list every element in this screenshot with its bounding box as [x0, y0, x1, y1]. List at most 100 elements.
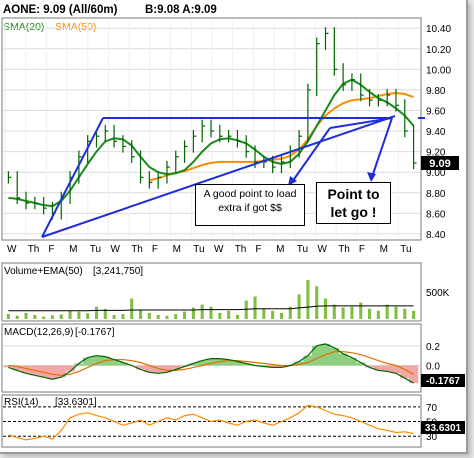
volume-panel: [1, 262, 422, 322]
price-y-tick: 9.40: [426, 127, 446, 138]
volume-bar: [350, 306, 354, 319]
annotation-let-go: Point to let go !: [316, 182, 391, 224]
volume-bar: [209, 306, 213, 319]
macd-layer: [3, 343, 420, 384]
bid-ask-readout: B:9.08 A:9.09: [145, 4, 217, 16]
x-tick-label: W: [318, 244, 328, 255]
volume-bar: [59, 314, 63, 319]
arrow-head-load: [288, 176, 297, 186]
chart-window: AONE: 9.09 (All/60m) B:9.08 A:9.09 SMA(2…: [0, 0, 468, 454]
macd-histogram-bar: [329, 347, 339, 366]
volume-bar: [297, 294, 301, 319]
volume-bar: [183, 311, 187, 319]
macd-histogram-bar: [171, 365, 181, 370]
volume-bar: [138, 309, 143, 319]
price-y-tick: 9.20: [426, 148, 446, 159]
macd-histogram-bar: [153, 365, 163, 374]
macd-histogram-bar: [294, 361, 304, 366]
rsi-last-value: 33.6301: [425, 423, 462, 434]
arrow-to-let-go: [371, 117, 393, 178]
volume-bar: [218, 312, 222, 319]
volume-bar: [156, 314, 160, 319]
volume-bar: [165, 315, 169, 319]
rsi-y-tick: 30: [426, 432, 438, 443]
volume-bar: [42, 316, 46, 319]
price-series-layer: [7, 27, 417, 220]
volume-bar: [235, 314, 239, 319]
chart-title: AONE: 9.09 (All/60m): [3, 4, 118, 16]
volume-bar: [200, 304, 204, 319]
macd-histogram-bar: [364, 365, 375, 368]
x-tick-label: Tu: [297, 244, 308, 255]
volume-bar: [341, 307, 345, 319]
macd-histogram-bar: [197, 360, 207, 366]
x-tick-label: Tu: [193, 244, 204, 255]
macd-histogram-bar: [206, 358, 216, 366]
volume-bar: [227, 310, 231, 319]
price-y-tick: 10.00: [426, 65, 451, 76]
x-tick-label: W: [111, 244, 121, 255]
legend-sma50: SMA(50): [55, 21, 96, 33]
price-y-tick: 9.00: [426, 168, 446, 179]
macd-histogram-bar: [144, 365, 154, 373]
volume-bar: [174, 314, 178, 319]
volume-bar: [262, 308, 266, 319]
price-y-tick: 9.60: [426, 106, 446, 117]
macd-value: [-0.1767]: [75, 327, 115, 338]
macd-histogram-bar: [135, 365, 146, 370]
macd-histogram-bar: [347, 357, 357, 366]
macd-histogram-bar: [356, 362, 366, 366]
volume-bar: [50, 315, 54, 319]
upper-connector-line: [329, 117, 393, 129]
price-y-tick: 8.60: [426, 209, 446, 220]
volume-bar: [376, 310, 380, 319]
legend-sma20: SMA(20): [3, 21, 44, 33]
x-tick-label: F: [255, 244, 261, 255]
volume-bar: [77, 311, 81, 319]
macd-histogram-bar: [91, 355, 102, 366]
volume-bar: [94, 306, 99, 319]
price-y-tick: 8.80: [426, 189, 446, 200]
x-tick-label: M: [173, 244, 181, 255]
rsi-value: [33.6301]: [55, 397, 97, 408]
macd-histogram-bar: [391, 365, 401, 374]
annotation-load-extra: A good point to load extra if got $$: [195, 184, 305, 226]
volume-bar: [332, 304, 336, 319]
volume-value: [3,241,750]: [93, 266, 143, 277]
x-tick-label: M: [276, 244, 284, 255]
macd-histogram-bar: [268, 365, 278, 368]
macd-histogram-bar: [83, 357, 93, 366]
stock-chart: AONE: 9.09 (All/60m) B:9.08 A:9.09 SMA(2…: [1, 4, 465, 448]
volume-bar: [279, 312, 284, 319]
volume-bar: [24, 312, 28, 319]
x-tick-label: W: [214, 244, 224, 255]
macd-histogram-bar: [276, 365, 287, 368]
volume-bar: [103, 308, 107, 319]
volume-bar: [121, 314, 125, 319]
macd-histogram-bar: [241, 363, 251, 366]
rsi-layer: [3, 404, 420, 441]
x-tick-label: M: [69, 244, 77, 255]
volume-bar: [306, 280, 310, 319]
volume-bar: [403, 308, 407, 319]
macd-histogram-bar: [47, 365, 58, 380]
last-price-tag: [421, 156, 459, 170]
x-tick-label: Th: [131, 244, 143, 255]
price-panel: [1, 17, 422, 241]
x-tick-label: W: [7, 244, 17, 255]
x-tick-label: F: [152, 244, 158, 255]
rsi-title: RSI(14): [4, 397, 38, 408]
volume-bars: [6, 280, 416, 319]
volume-bar: [368, 308, 372, 319]
volume-bar: [385, 304, 389, 319]
x-tick-label: F: [48, 244, 54, 255]
x-tick-label: Th: [235, 244, 247, 255]
price-y-axis: 10.40 10.20 10.00 9.80 9.60 9.40 9.20 9.00 8.80 8…: [426, 24, 451, 241]
x-tick-label: Th: [28, 244, 40, 255]
rsi-last-tag: [421, 421, 465, 434]
x-tick-label: Tu: [400, 244, 411, 255]
rsi-line: [8, 404, 414, 441]
price-y-tick: 9.80: [426, 86, 446, 97]
support-trendline: [41, 115, 396, 238]
volume-bar: [271, 310, 275, 319]
